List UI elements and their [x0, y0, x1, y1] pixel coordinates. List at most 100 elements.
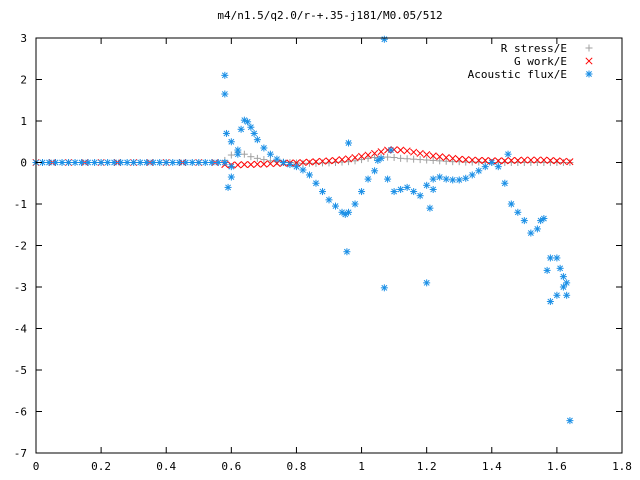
data-point	[468, 171, 476, 179]
data-point	[566, 159, 574, 166]
data-point	[345, 208, 353, 216]
data-point	[318, 188, 326, 196]
y-tick-label: 2	[20, 74, 27, 87]
data-point	[387, 146, 395, 154]
plot-marks	[32, 35, 574, 425]
data-point	[520, 156, 528, 164]
data-point	[559, 273, 567, 281]
data-point	[436, 153, 444, 161]
data-point	[455, 176, 463, 184]
data-point	[384, 153, 392, 161]
x-tick-label: 0.4	[156, 460, 176, 473]
y-tick-label: -5	[14, 364, 27, 377]
data-point	[380, 284, 388, 292]
data-point	[537, 217, 545, 225]
x-tick-label: 1.8	[612, 460, 632, 473]
data-point	[299, 159, 307, 167]
data-point	[97, 159, 105, 166]
data-point	[71, 159, 79, 166]
data-point	[403, 183, 411, 191]
y-tick-label: 1	[20, 115, 27, 128]
data-point	[292, 163, 300, 171]
data-point	[556, 264, 564, 272]
data-point	[237, 125, 245, 133]
data-point	[514, 208, 522, 216]
data-point	[566, 158, 574, 166]
data-point	[338, 156, 346, 164]
data-point	[553, 157, 561, 165]
data-point	[345, 139, 353, 147]
data-point	[364, 154, 372, 162]
data-point	[501, 159, 509, 166]
data-point	[364, 151, 372, 159]
data-point	[325, 157, 333, 165]
series-3	[32, 35, 574, 425]
data-point	[540, 156, 548, 164]
data-point	[371, 154, 379, 162]
data-point	[240, 161, 248, 169]
data-point	[104, 159, 112, 166]
data-point	[416, 149, 424, 157]
data-point	[201, 159, 209, 166]
data-point	[507, 200, 515, 208]
data-point	[501, 179, 509, 187]
data-point	[546, 298, 554, 306]
legend-label: Acoustic flux/E	[468, 68, 567, 81]
data-point	[266, 160, 274, 168]
data-point	[260, 144, 268, 152]
data-point	[331, 156, 340, 164]
data-point	[449, 154, 457, 162]
plot-frame	[35, 37, 623, 454]
y-tick-label: -1	[14, 198, 27, 211]
legend-marker	[585, 57, 593, 65]
data-point	[273, 155, 281, 163]
data-point	[553, 254, 561, 262]
chart-title: m4/n1.5/q2.0/r-+.35-j181/M0.05/512	[217, 9, 442, 22]
data-point	[227, 151, 235, 159]
data-point	[358, 152, 366, 160]
data-point	[227, 173, 235, 181]
data-point	[504, 150, 512, 158]
data-point	[253, 136, 261, 144]
data-point	[65, 159, 73, 166]
legend-label: R stress/E	[501, 42, 567, 55]
data-point	[117, 159, 125, 166]
data-point	[351, 200, 359, 208]
data-point	[253, 154, 261, 162]
y-tick-label: -6	[14, 406, 27, 419]
data-point	[410, 155, 418, 163]
data-point	[563, 279, 571, 287]
data-point	[188, 159, 196, 166]
data-point	[156, 159, 164, 166]
x-tick-label: 1.4	[482, 460, 502, 473]
x-tick-label: 1.6	[547, 460, 567, 473]
data-point	[468, 156, 476, 164]
data-point	[429, 156, 437, 164]
data-point	[559, 283, 567, 291]
data-point	[136, 159, 144, 166]
data-point	[344, 155, 353, 163]
data-point	[475, 167, 483, 175]
data-point	[175, 159, 183, 166]
data-point	[305, 159, 313, 167]
data-point	[247, 123, 255, 131]
data-point	[494, 163, 502, 171]
data-point	[559, 159, 567, 166]
data-point	[481, 163, 489, 171]
data-point	[234, 150, 242, 158]
data-point	[403, 147, 411, 155]
x-tick-label: 1.2	[417, 460, 437, 473]
data-point	[543, 266, 551, 274]
data-point	[247, 161, 255, 169]
data-point	[501, 157, 509, 165]
data-point	[377, 154, 385, 162]
data-point	[299, 166, 307, 174]
data-point	[429, 185, 437, 193]
data-point	[332, 202, 340, 210]
data-point	[426, 204, 434, 212]
data-point	[449, 158, 457, 166]
legend-marker	[585, 70, 593, 78]
data-point	[299, 158, 307, 167]
data-point	[234, 161, 242, 169]
data-point	[305, 158, 314, 166]
